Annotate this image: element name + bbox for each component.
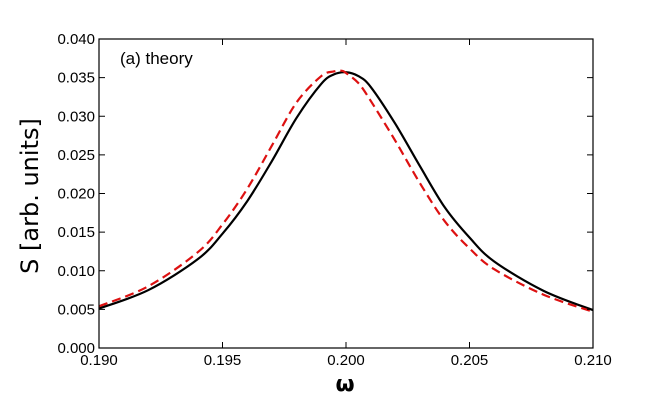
x-tick-label: 0.210 [574,352,612,369]
y-tick-label: 0.015 [57,224,95,241]
series-line-dashed [98,69,594,313]
x-tick-label: 0.205 [451,352,489,369]
y-tick-label: 0.035 [57,70,95,87]
y-tick-label: 0.025 [57,147,95,164]
x-tick-label: 0.195 [204,352,242,369]
x-tick-label: 0.200 [327,352,365,369]
panel-annotation: (a) theory [120,49,193,68]
y-tick-label: 0.030 [57,108,95,125]
y-tick-label: 0.040 [57,31,95,48]
series-layer [98,69,594,313]
tick-layer: 0.190 0.195 0.200 0.205 0.210 0.000 0.005 0.010… [57,31,611,369]
x-tick-label: 0.190 [80,352,118,369]
y-axis-label: S [arb. units] [16,118,44,274]
y-tick-label: 0.020 [57,186,95,203]
x-axis-label: ω [335,372,354,397]
y-tick-label: 0.010 [57,263,95,280]
y-tick-label: 0.005 [57,301,95,318]
y-tick-label: 0.000 [57,340,95,357]
plot-frame [98,38,594,349]
